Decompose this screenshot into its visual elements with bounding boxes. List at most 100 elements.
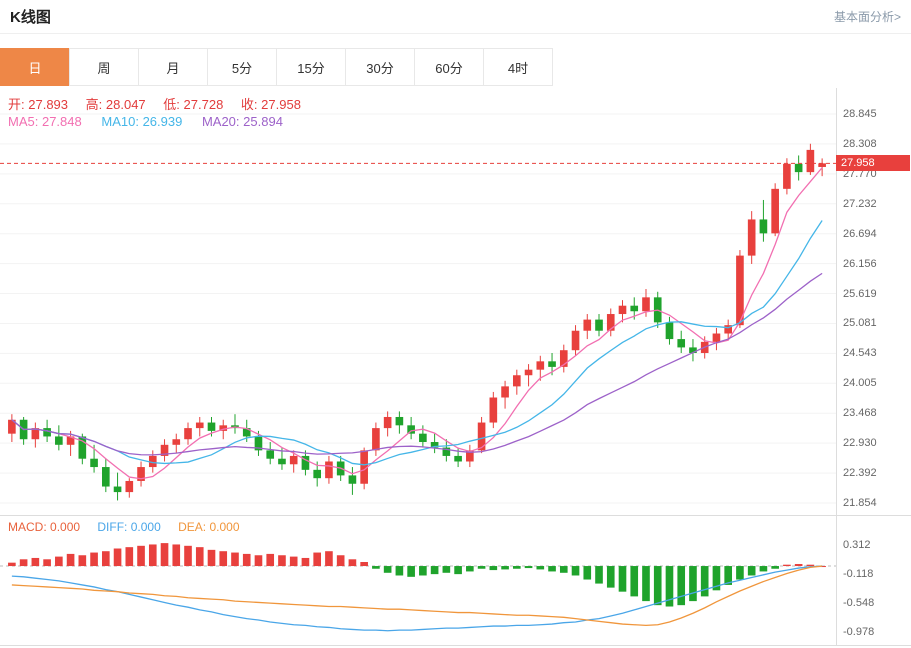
candle-body: [148, 455, 157, 468]
macd-bar: [536, 566, 545, 570]
macd-bar: [653, 566, 662, 606]
macd-bar: [665, 566, 674, 607]
macd-bar: [571, 566, 580, 576]
tab-week[interactable]: 周: [69, 48, 139, 86]
macd-bar: [266, 553, 275, 567]
candle-body: [360, 450, 368, 484]
candle-body: [524, 369, 533, 376]
candle-body: [712, 333, 721, 342]
candle-body: [501, 386, 509, 398]
candle-body: [618, 305, 627, 315]
macd-bar: [806, 564, 815, 567]
macd-bar: [395, 566, 404, 576]
candle-body: [512, 375, 521, 387]
macd-bar: [289, 556, 298, 567]
candle-body: [583, 319, 592, 331]
ohlc-legend: 开: 27.893 高: 28.047 低: 27.728 收: 27.958: [8, 94, 315, 113]
macd-bar: [160, 543, 169, 567]
macd-bar: [195, 547, 204, 567]
candle-body: [101, 467, 110, 487]
open-readout: 开: 27.893: [8, 97, 69, 112]
tab-m30[interactable]: 30分: [345, 48, 415, 86]
price-axis-label: 26.694: [843, 227, 877, 240]
tab-m5[interactable]: 5分: [207, 48, 277, 86]
candle-body: [172, 439, 181, 445]
macd-bar: [19, 559, 28, 567]
tab-month[interactable]: 月: [138, 48, 208, 86]
candle-body: [665, 322, 674, 340]
macd-bar: [442, 566, 451, 573]
macd-bar: [583, 566, 592, 580]
price-axis-label: 25.081: [843, 317, 877, 330]
close-readout: 收: 27.958: [240, 97, 301, 112]
last-price-tag: 27.958: [836, 155, 910, 172]
price-axis-label: 28.845: [843, 108, 877, 120]
candle-body: [31, 428, 40, 440]
candle-body: [747, 219, 756, 256]
candle-body: [606, 314, 615, 331]
candle-body: [818, 163, 826, 167]
candle-body: [783, 163, 791, 189]
macd-bar: [501, 566, 509, 570]
tab-m60[interactable]: 60分: [414, 48, 484, 86]
ma10-line: [11, 220, 823, 466]
diff-line: [11, 565, 823, 632]
macd-bar: [771, 566, 779, 569]
candle-body: [289, 455, 298, 465]
macd-bar: [595, 566, 603, 584]
macd-bar: [466, 566, 474, 572]
macd-bar: [301, 557, 310, 567]
candle-body: [184, 428, 192, 440]
candle-body: [548, 361, 556, 367]
ma5-readout: MA5: 27.848: [8, 114, 82, 129]
candle-body: [407, 425, 415, 434]
macd-bar: [207, 549, 216, 567]
tab-day[interactable]: 日: [0, 48, 70, 86]
candle-body: [90, 458, 98, 468]
macd-bar: [712, 566, 721, 591]
candle-body: [489, 397, 498, 423]
macd-bar: [43, 559, 51, 567]
tab-h4[interactable]: 4时: [483, 48, 553, 86]
macd-readout: MACD: 0.000: [8, 520, 81, 534]
macd-bar: [524, 566, 533, 569]
macd-bar: [336, 555, 345, 567]
macd-axis-label: -0.118: [843, 568, 874, 580]
candle-body: [454, 455, 462, 462]
dea-readout: DEA: 0.000: [178, 520, 240, 534]
macd-bar: [383, 566, 392, 573]
candle-body: [8, 419, 16, 434]
candle-body: [559, 350, 568, 367]
macd-bar: [736, 566, 744, 580]
price-axis-label: 24.543: [843, 347, 877, 360]
macd-bar: [325, 551, 333, 567]
macd-bar: [559, 566, 568, 573]
high-readout: 高: 28.047: [85, 97, 146, 112]
candle-body: [372, 428, 380, 451]
macd-axis-label: 0.312: [843, 539, 871, 551]
macd-chart[interactable]: [0, 515, 836, 645]
macd-bar: [254, 555, 263, 567]
macd-bar: [548, 566, 556, 572]
macd-bar: [8, 562, 16, 567]
candle-body: [642, 297, 650, 312]
candle-body: [724, 325, 733, 334]
macd-bar: [700, 566, 709, 597]
candle-body: [771, 188, 779, 234]
macd-bar: [677, 566, 686, 606]
fundamental-analysis-link[interactable]: 基本面分析>: [833, 10, 901, 24]
macd-bar: [724, 566, 733, 585]
macd-bar: [689, 566, 697, 602]
candle-body: [325, 461, 333, 479]
macd-bar: [430, 566, 439, 575]
candlestick-chart[interactable]: [0, 88, 836, 515]
candle-body: [313, 469, 322, 479]
price-axis-label: 22.930: [843, 437, 877, 450]
ma20-readout: MA20: 25.894: [201, 114, 283, 129]
price-axis-label: 23.468: [843, 407, 877, 420]
candle-body: [677, 339, 686, 348]
tab-m15[interactable]: 15分: [276, 48, 346, 86]
macd-bar: [512, 566, 521, 569]
macd-bar: [172, 544, 181, 567]
price-axis-label: 27.232: [843, 197, 877, 210]
